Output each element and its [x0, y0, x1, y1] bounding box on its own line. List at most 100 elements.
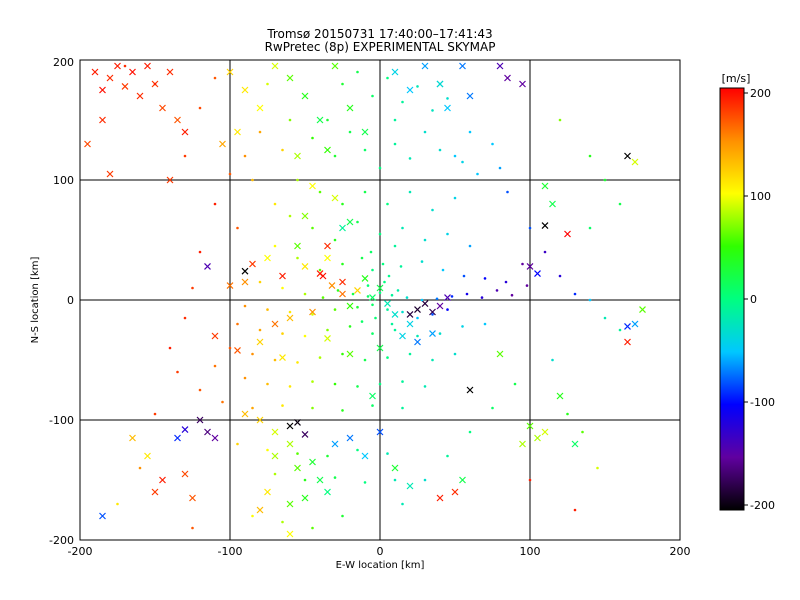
data-point-cross	[384, 300, 391, 308]
data-point-dot	[311, 406, 314, 410]
data-point-dot	[446, 308, 449, 311]
data-point-dot	[296, 178, 299, 182]
data-point-dot	[386, 356, 389, 359]
data-point-dot	[383, 280, 386, 284]
chart-title: Tromsø 20150731 17:40:00–17:41:43	[266, 27, 492, 41]
data-point-dot	[401, 310, 404, 314]
data-point-dot	[495, 289, 499, 292]
data-point-dot	[168, 346, 172, 350]
data-point-dot	[461, 325, 464, 328]
data-point-dot	[401, 380, 404, 383]
data-point-cross	[241, 410, 249, 418]
data-point-dot	[371, 268, 374, 272]
data-point-dot	[390, 293, 394, 297]
data-point-dot	[399, 265, 403, 268]
data-point-cross	[459, 476, 466, 484]
data-point-dot	[236, 226, 239, 230]
data-point-dot	[273, 358, 277, 362]
data-point-dot	[341, 409, 344, 412]
data-point-dot	[296, 256, 299, 260]
data-point-dot	[311, 380, 314, 383]
data-point-dot	[618, 328, 622, 332]
data-point-dot	[116, 502, 119, 506]
data-point-cross	[399, 332, 406, 340]
data-point-cross	[319, 272, 327, 280]
data-point-cross	[534, 434, 541, 442]
data-point-cross	[99, 512, 106, 520]
data-points	[84, 62, 646, 538]
data-point-dot	[303, 478, 307, 482]
data-point-dot	[543, 250, 547, 254]
data-point-cross	[294, 464, 301, 472]
data-point-dot	[321, 296, 325, 299]
data-point-cross	[316, 116, 324, 124]
colorbar-tick-label: 100	[750, 190, 771, 203]
data-point-cross	[361, 274, 369, 282]
data-point-dot	[401, 226, 404, 230]
data-point-dot	[326, 118, 329, 122]
data-point-cross	[256, 416, 264, 424]
data-point-dot	[386, 452, 389, 455]
data-point-cross	[136, 92, 144, 100]
data-point-cross	[151, 488, 159, 496]
data-point-dot	[416, 85, 419, 88]
data-point-cross	[421, 300, 429, 308]
data-point-cross	[541, 222, 549, 230]
data-point-dot	[393, 244, 397, 248]
data-point-dot	[221, 400, 224, 404]
data-point-dot	[393, 478, 397, 482]
data-point-dot	[381, 262, 385, 266]
data-point-cross	[144, 452, 151, 460]
data-point-dot	[363, 148, 367, 152]
data-point-dot	[513, 382, 517, 386]
data-point-dot	[393, 328, 397, 332]
data-point-cross	[339, 224, 346, 232]
data-point-cross	[361, 452, 369, 460]
data-point-cross	[624, 322, 631, 330]
data-point-dot	[378, 166, 382, 170]
data-point-dot	[431, 358, 434, 362]
data-point-dot	[318, 356, 322, 359]
data-point-cross	[414, 306, 421, 314]
data-point-dot	[363, 190, 367, 194]
data-point-dot	[356, 70, 359, 74]
data-point-cross	[346, 218, 354, 226]
data-point-dot	[408, 352, 412, 356]
data-point-dot	[573, 292, 577, 296]
data-point-dot	[468, 130, 472, 134]
data-point-cross	[496, 62, 504, 70]
data-point-cross	[211, 434, 219, 442]
data-point-cross	[279, 354, 286, 362]
data-point-dot	[251, 352, 254, 356]
data-point-dot	[588, 154, 592, 158]
data-point-cross	[421, 62, 429, 70]
data-point-cross	[369, 294, 376, 302]
y-tick-label: -100	[49, 414, 74, 427]
data-point-cross	[391, 310, 399, 318]
data-point-dot	[603, 316, 607, 320]
data-point-dot	[243, 154, 247, 158]
data-point-dot	[581, 430, 584, 434]
data-point-dot	[405, 296, 409, 299]
data-point-dot	[420, 260, 424, 263]
data-point-cross	[331, 194, 339, 202]
data-point-dot	[468, 430, 472, 434]
data-point-cross	[99, 116, 106, 124]
x-tick-label: -100	[218, 545, 243, 558]
data-point-dot	[258, 130, 262, 134]
data-point-dot	[371, 94, 374, 98]
data-point-dot	[369, 250, 373, 254]
x-tick-label: 100	[520, 545, 541, 558]
data-point-dot	[431, 313, 434, 316]
data-point-dot	[462, 274, 466, 278]
data-point-cross	[324, 334, 331, 342]
data-point-cross	[294, 418, 301, 426]
data-point-dot	[360, 256, 364, 260]
data-point-dot	[311, 313, 314, 316]
data-point-cross	[519, 440, 526, 448]
data-point-cross	[279, 272, 286, 280]
data-point-dot	[266, 308, 269, 311]
data-point-dot	[281, 148, 284, 152]
data-point-cross	[211, 332, 219, 340]
data-point-dot	[378, 291, 382, 295]
